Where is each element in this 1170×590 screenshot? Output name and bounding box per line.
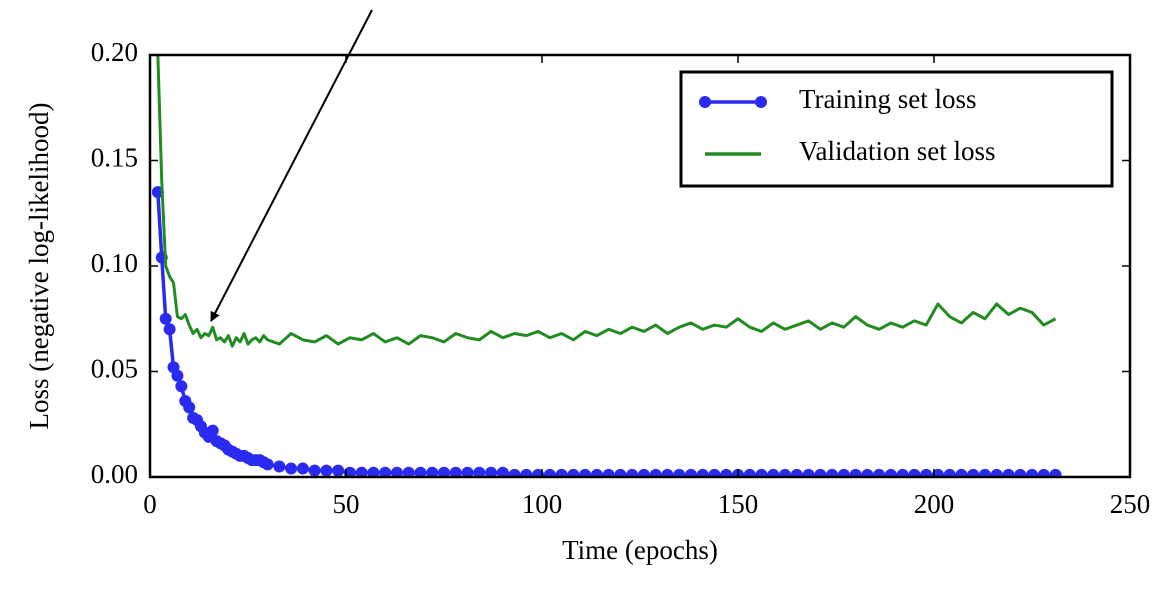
data-point — [637, 468, 650, 477]
plot-area — [151, 55, 1062, 477]
x-tick-label: 150 — [718, 489, 759, 519]
y-tick-label: 0.05 — [91, 354, 138, 384]
data-point — [390, 466, 403, 477]
series-line — [156, 55, 1057, 348]
data-point — [473, 466, 486, 477]
data-point — [849, 468, 862, 477]
y-tick-label: 0.10 — [91, 248, 138, 278]
x-tick-label: 200 — [914, 489, 955, 519]
x-tick-label: 250 — [1110, 489, 1151, 519]
data-point — [614, 468, 627, 477]
data-point — [779, 468, 792, 477]
data-point — [355, 466, 368, 477]
data-point — [508, 468, 521, 477]
data-point — [626, 468, 639, 477]
data-point — [696, 468, 709, 477]
data-point — [755, 468, 768, 477]
data-point — [649, 468, 662, 477]
x-tick-label: 0 — [143, 489, 157, 519]
data-point — [1026, 468, 1038, 477]
data-point — [673, 468, 686, 477]
data-point — [1014, 468, 1027, 477]
legend-box — [679, 70, 1114, 188]
data-point — [438, 466, 450, 477]
annotation-arrow — [210, 9, 373, 322]
data-point — [1002, 468, 1015, 477]
data-point — [567, 468, 580, 477]
data-point — [461, 466, 474, 477]
y-tick-label: 0.20 — [91, 37, 138, 67]
data-point — [873, 468, 886, 477]
data-point — [579, 468, 592, 477]
data-point — [402, 466, 415, 477]
data-point — [426, 466, 439, 477]
data-point — [931, 468, 944, 477]
data-point — [826, 468, 839, 477]
data-point — [1049, 468, 1062, 477]
data-point — [590, 468, 603, 477]
data-point — [884, 468, 897, 477]
y-axis-label: Loss (negative log-likelihood) — [24, 103, 54, 430]
data-point — [861, 468, 874, 477]
data-point — [720, 468, 733, 477]
data-point — [896, 468, 909, 477]
data-point — [543, 468, 556, 477]
data-point — [920, 468, 933, 477]
data-point — [767, 468, 780, 477]
data-point — [908, 468, 921, 477]
data-point — [743, 468, 756, 477]
y-tick-label: 0.00 — [91, 459, 138, 489]
data-point — [520, 468, 533, 477]
data-point — [414, 466, 427, 477]
data-point — [837, 468, 850, 477]
legend-marker — [699, 96, 711, 108]
legend-label: Training set loss — [799, 84, 977, 114]
data-point — [343, 466, 356, 477]
data-point — [790, 468, 803, 477]
data-point — [163, 323, 176, 336]
data-point — [261, 458, 274, 471]
data-point — [814, 468, 827, 477]
legend-label: Validation set loss — [799, 136, 996, 166]
data-point — [967, 468, 980, 477]
data-point — [661, 468, 674, 477]
data-point — [955, 468, 968, 477]
y-tick-label: 0.15 — [91, 143, 138, 173]
x-axis-label: Time (epochs) — [562, 535, 718, 565]
data-point — [532, 468, 545, 477]
data-point — [296, 462, 309, 475]
data-point — [555, 468, 568, 477]
data-point — [990, 468, 1003, 477]
data-point — [175, 380, 188, 393]
data-point — [802, 468, 815, 477]
data-point — [367, 466, 380, 477]
legend-marker — [755, 96, 767, 108]
data-point — [159, 312, 172, 325]
data-point — [684, 468, 697, 477]
data-point — [379, 466, 392, 477]
data-point — [496, 466, 509, 477]
data-point — [978, 468, 991, 477]
data-point — [708, 468, 721, 477]
x-tick-label: 100 — [522, 489, 563, 519]
data-point — [332, 464, 345, 477]
x-tick-label: 50 — [333, 489, 360, 519]
data-point — [308, 464, 321, 477]
data-point — [485, 466, 498, 477]
data-point — [273, 460, 286, 473]
data-point — [943, 468, 956, 477]
data-point — [206, 424, 219, 437]
data-point — [171, 369, 184, 382]
data-point — [320, 464, 333, 477]
data-point — [285, 462, 298, 475]
data-point — [1037, 468, 1050, 477]
data-point — [183, 401, 196, 414]
legend: Training set loss Validation set loss — [679, 70, 1114, 188]
data-point — [602, 468, 615, 477]
data-point — [449, 466, 462, 477]
